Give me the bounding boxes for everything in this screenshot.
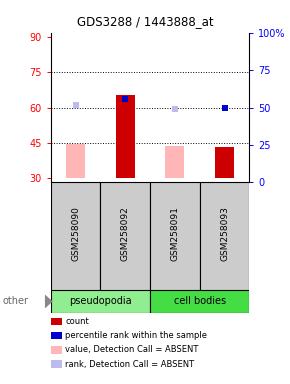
Text: GSM258090: GSM258090 [71, 207, 80, 262]
Bar [150, 290, 249, 313]
Bar [51, 182, 100, 290]
Text: pseudopodia: pseudopodia [69, 296, 132, 306]
Text: GSM258093: GSM258093 [220, 207, 229, 262]
Bar [200, 182, 249, 290]
Text: GDS3288 / 1443888_at: GDS3288 / 1443888_at [77, 15, 213, 28]
Text: count: count [65, 317, 89, 326]
Bar [66, 144, 85, 178]
Text: rank, Detection Call = ABSENT: rank, Detection Call = ABSENT [65, 359, 194, 369]
Bar [116, 94, 135, 178]
Bar [51, 290, 150, 313]
Bar [215, 147, 234, 178]
Polygon shape [45, 295, 53, 308]
Text: GSM258092: GSM258092 [121, 207, 130, 262]
Text: GSM258091: GSM258091 [171, 207, 180, 262]
Text: other: other [3, 296, 29, 306]
Text: value, Detection Call = ABSENT: value, Detection Call = ABSENT [65, 345, 199, 354]
Text: cell bodies: cell bodies [174, 296, 226, 306]
Bar [166, 146, 184, 178]
Text: percentile rank within the sample: percentile rank within the sample [65, 331, 207, 340]
Bar [100, 182, 150, 290]
Bar [150, 182, 200, 290]
